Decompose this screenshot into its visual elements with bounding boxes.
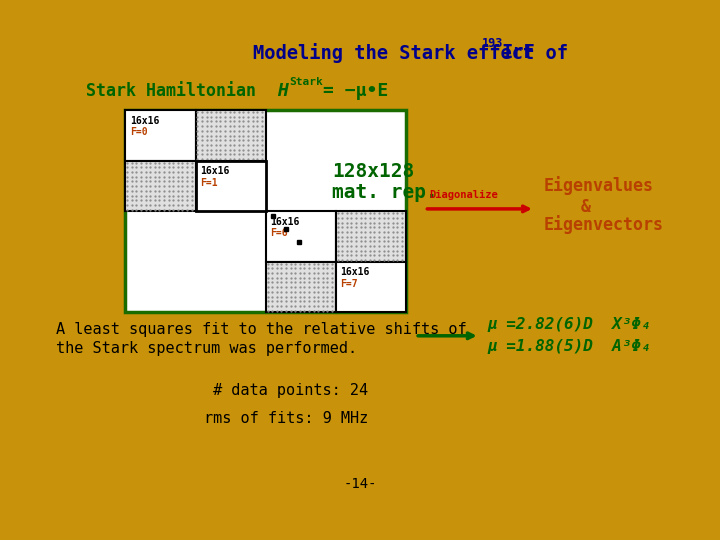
Text: = −μ•E: = −μ•E (323, 82, 389, 100)
Text: F=7: F=7 (341, 279, 358, 289)
Text: H: H (277, 82, 288, 100)
Bar (125, 110, 406, 312)
Text: mat. rep.: mat. rep. (333, 183, 438, 201)
Text: F=1: F=1 (200, 178, 217, 187)
Bar (266, 211, 336, 262)
Text: F=0: F=0 (130, 127, 148, 137)
Text: 128x128: 128x128 (333, 162, 415, 181)
Text: # data points: 24: # data points: 24 (213, 383, 368, 398)
Text: Diagonalize: Diagonalize (429, 190, 498, 199)
Text: rms of fits: 9 MHz: rms of fits: 9 MHz (204, 411, 368, 426)
Text: 16x16: 16x16 (270, 217, 300, 227)
Text: μ =1.88(5)D  A³Φ₄: μ =1.88(5)D A³Φ₄ (487, 339, 651, 354)
Text: 16x16: 16x16 (200, 166, 230, 177)
Text: Stark Hamiltonian: Stark Hamiltonian (86, 82, 256, 100)
Text: A least squares fit to the relative shifts of: A least squares fit to the relative shif… (56, 322, 467, 337)
Text: Modeling the Stark effect of: Modeling the Stark effect of (253, 43, 580, 63)
Text: the Stark spectrum was performed.: the Stark spectrum was performed. (56, 341, 358, 355)
Bar (125, 161, 196, 211)
Text: F=6: F=6 (270, 228, 288, 238)
Text: μ =2.82(6)D  X³Φ₄: μ =2.82(6)D X³Φ₄ (487, 317, 651, 332)
Text: -14-: -14- (343, 477, 377, 491)
Text: 193: 193 (482, 37, 503, 50)
Text: Eigenvectors: Eigenvectors (544, 215, 664, 234)
Text: 16x16: 16x16 (130, 116, 159, 126)
Bar (336, 262, 406, 312)
Bar (196, 110, 266, 161)
Text: Stark: Stark (289, 77, 323, 87)
Bar (125, 110, 196, 161)
Text: 16x16: 16x16 (341, 267, 370, 278)
Bar (196, 161, 266, 211)
Text: Eigenvalues: Eigenvalues (544, 176, 654, 195)
Text: &: & (581, 198, 591, 215)
Text: IrF: IrF (502, 43, 536, 62)
Bar (336, 211, 406, 262)
Bar (266, 262, 336, 312)
